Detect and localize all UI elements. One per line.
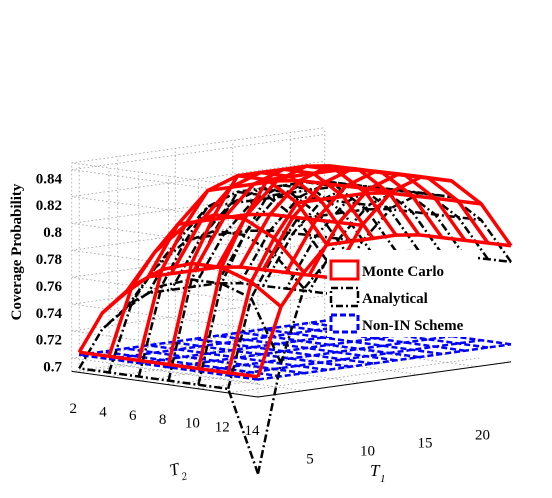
legend-swatch-monte-carlo xyxy=(329,259,360,281)
non-in-surface-line xyxy=(240,331,420,359)
grid-line xyxy=(232,348,420,375)
monte-carlo-surface-line xyxy=(284,169,467,274)
surface-meshes xyxy=(77,164,513,475)
monte-carlo-surface-line xyxy=(330,174,513,279)
non-in-surface-line xyxy=(228,338,482,377)
legend-item-analytical: Analytical xyxy=(329,286,428,308)
grid-line xyxy=(71,268,325,331)
grid-line xyxy=(71,187,325,250)
svg-text:1: 1 xyxy=(380,473,386,485)
monte-carlo-surface-line xyxy=(169,170,352,275)
y-tick-label: 2 xyxy=(69,401,77,417)
non-in-surface-line xyxy=(125,347,305,375)
z-tick-label: 0.78 xyxy=(36,252,62,268)
y-tick-label: 10 xyxy=(185,416,200,432)
non-in-surface-line xyxy=(79,353,259,381)
grid-line xyxy=(168,349,422,386)
grid-line xyxy=(71,134,325,196)
legend-label-monte-carlo: Monte Carlo xyxy=(362,264,444,280)
non-in-surface-line xyxy=(286,324,466,352)
non-in-surface-line xyxy=(217,334,397,362)
non-in-surface-line xyxy=(263,328,443,356)
legend-swatch-non-in xyxy=(329,313,360,334)
x-tick-label: 20 xyxy=(475,428,490,444)
analytical-surface-line xyxy=(308,188,490,292)
grid-edge xyxy=(71,162,259,189)
monte-carlo-surface-line xyxy=(123,212,306,295)
analytical-surface-line xyxy=(285,186,467,290)
z-tick-label: 0.7 xyxy=(43,360,62,376)
legend-label-non-in: Non-IN Scheme xyxy=(362,318,464,334)
z-tick-label: 0.74 xyxy=(36,306,63,322)
grid-line xyxy=(228,357,482,394)
grid-line xyxy=(71,160,325,223)
svg-text:T: T xyxy=(167,459,182,480)
svg-text:2: 2 xyxy=(180,470,189,483)
legend-item-monte-carlo: Monte Carlo xyxy=(329,259,444,281)
x-tick-label: 10 xyxy=(360,444,375,460)
x-tick-label: 5 xyxy=(306,452,314,468)
monte-carlo-surface-line xyxy=(78,350,259,379)
y-tick-label: 6 xyxy=(129,408,137,424)
z-tick-label: 0.76 xyxy=(36,279,63,295)
monte-carlo-surface-line xyxy=(137,178,393,361)
legend-label-analytical: Analytical xyxy=(362,291,428,307)
svg-text:T: T xyxy=(370,461,381,480)
z-axis-label: Coverage Probability xyxy=(9,183,25,320)
monte-carlo-surface xyxy=(77,164,513,379)
non-in-surface-line xyxy=(148,344,328,372)
y-axis-label: T 2 xyxy=(167,459,189,483)
grid-line xyxy=(117,364,305,391)
grid-line xyxy=(198,353,452,390)
monte-carlo-surface-line xyxy=(146,173,329,278)
non-in-surface-line xyxy=(102,350,282,378)
legend-swatch-analytical xyxy=(329,286,360,308)
monte-carlo-surface-line xyxy=(256,233,512,378)
monte-carlo-surface-line xyxy=(192,167,375,272)
grid-line xyxy=(79,336,333,373)
grid-edge xyxy=(71,127,325,164)
analytical-surface-line xyxy=(137,195,392,377)
axis-ticks: 0.7 0.72 0.74 0.76 0.78 0.8 0.82 0.84 2 4 6 8 10 12 14… xyxy=(36,171,490,467)
axis-line xyxy=(71,370,259,398)
z-tick-label: 0.8 xyxy=(43,225,62,241)
monte-carlo-surface-line xyxy=(261,166,444,271)
legend-item-non-in: Non-IN Scheme xyxy=(329,313,464,334)
z-tick-label: 0.72 xyxy=(36,333,62,349)
x-tick-label: 15 xyxy=(418,436,433,452)
analytical-surface-line xyxy=(101,278,283,364)
grid-line xyxy=(108,340,363,377)
monte-carlo-surface-line xyxy=(226,191,482,374)
z-tick-label: 0.84 xyxy=(36,171,63,187)
axis-line xyxy=(257,361,512,398)
legend: Monte Carlo Analytical Non-IN Scheme xyxy=(327,250,477,337)
non-in-surface-line xyxy=(171,340,351,368)
y-tick-label: 14 xyxy=(245,423,261,439)
analytical-surface-line xyxy=(79,367,260,475)
y-tick-label: 4 xyxy=(99,405,107,421)
legend-box xyxy=(327,250,477,337)
y-tick-label: 8 xyxy=(159,412,167,428)
monte-carlo-surface-line xyxy=(307,172,490,277)
y-tick-label: 12 xyxy=(215,419,230,435)
analytical-surface-line xyxy=(193,184,375,288)
grid-line xyxy=(138,345,392,381)
grid-line xyxy=(71,241,325,304)
x-axis-label: T 1 xyxy=(370,461,386,485)
non-in-surface-line xyxy=(194,337,374,365)
non-in-surface-line xyxy=(257,343,512,381)
z-tick-label: 0.82 xyxy=(36,198,62,214)
